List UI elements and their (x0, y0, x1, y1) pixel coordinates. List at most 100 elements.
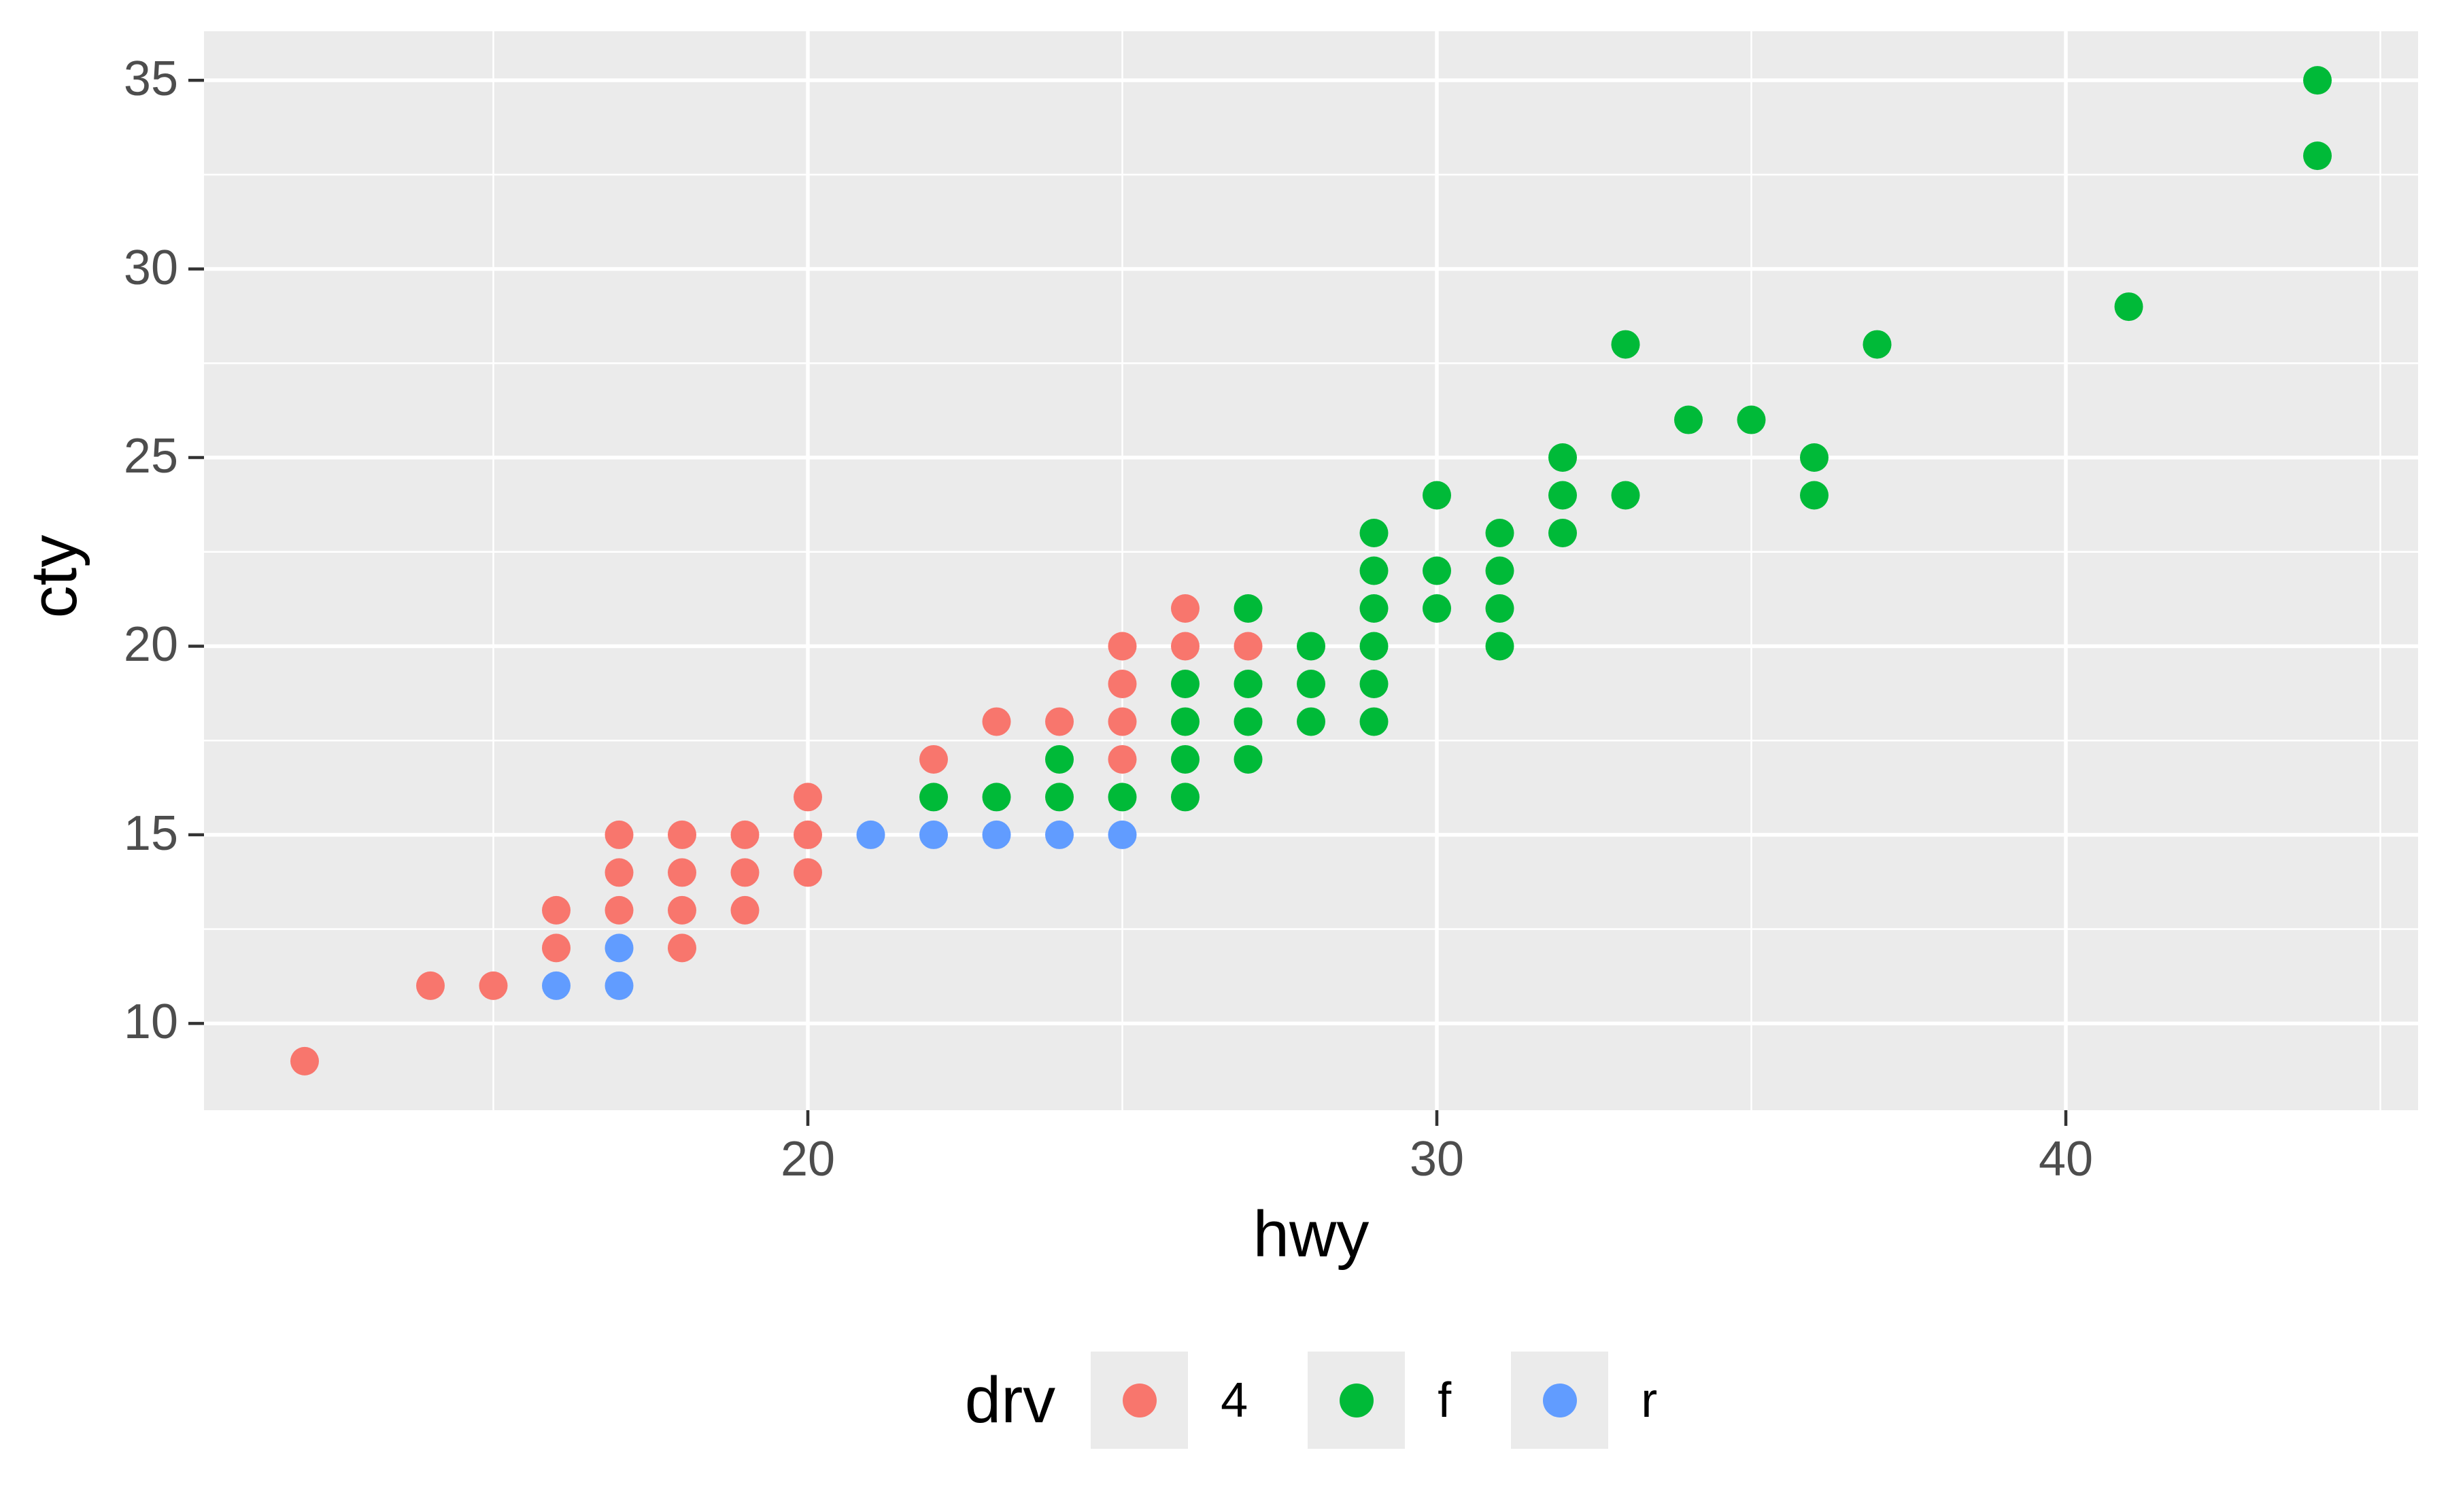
data-point-f (1485, 594, 1514, 623)
data-point-f (1548, 443, 1577, 472)
data-point-4 (542, 933, 571, 963)
legend-label-r: r (1641, 1373, 1658, 1428)
data-point-4 (290, 1046, 319, 1076)
data-point-f (1548, 519, 1577, 548)
y-tick-label: 25 (123, 428, 178, 483)
data-point-f (1800, 481, 1829, 510)
data-point-4 (605, 820, 634, 849)
data-point-f (1485, 556, 1514, 585)
data-point-4 (730, 820, 760, 849)
data-point-r (542, 971, 571, 1000)
data-point-r (982, 820, 1011, 849)
data-point-4 (794, 783, 822, 812)
data-point-r (1045, 820, 1074, 849)
data-point-4 (605, 858, 634, 887)
data-point-4 (1171, 632, 1200, 661)
x-axis-title: hwy (1253, 1198, 1370, 1271)
data-point-f (2303, 141, 2332, 171)
data-point-r (605, 971, 634, 1000)
data-point-4 (730, 858, 760, 887)
data-point-4 (1108, 707, 1137, 736)
data-point-f (1359, 707, 1389, 736)
data-point-f (1045, 783, 1074, 812)
data-point-f (1485, 519, 1514, 548)
data-point-4 (730, 895, 760, 925)
x-tick-label: 20 (780, 1132, 836, 1186)
data-point-f (1423, 556, 1451, 585)
data-point-f (1297, 707, 1325, 736)
data-point-f (1171, 744, 1200, 774)
data-point-f (1611, 481, 1640, 510)
data-point-4 (668, 933, 696, 963)
data-point-4 (1234, 632, 1263, 661)
data-point-4 (479, 971, 508, 1000)
data-point-4 (982, 707, 1011, 736)
plot-panel (204, 31, 2418, 1110)
legend-label-f: f (1438, 1373, 1452, 1428)
data-point-f (1423, 481, 1451, 510)
data-point-4 (1108, 632, 1137, 661)
y-axis-title: cty (18, 534, 90, 619)
data-point-f (1045, 744, 1074, 774)
x-tick-label: 40 (2038, 1132, 2094, 1186)
data-point-f (1674, 405, 1703, 434)
legend-key-dot-r (1542, 1383, 1577, 1418)
data-point-f (2303, 66, 2332, 95)
data-point-4 (1108, 744, 1137, 774)
legend: drv 4 f r (204, 1352, 2418, 1449)
data-point-f (2114, 292, 2143, 322)
data-point-4 (919, 744, 948, 774)
data-point-f (1234, 744, 1263, 774)
data-point-4 (1171, 594, 1200, 623)
data-point-4 (668, 820, 696, 849)
data-point-4 (794, 858, 822, 887)
y-tick-label: 35 (123, 51, 178, 106)
data-point-f (1359, 594, 1389, 623)
data-point-f (1234, 594, 1263, 623)
data-point-f (1108, 783, 1137, 812)
data-point-4 (416, 971, 445, 1000)
data-point-f (982, 783, 1011, 812)
data-point-f (1359, 519, 1389, 548)
data-point-f (919, 783, 948, 812)
data-point-f (1359, 669, 1389, 698)
data-point-f (1171, 669, 1200, 698)
legend-key-r (1511, 1352, 1609, 1449)
y-tick-label: 10 (123, 995, 178, 1050)
data-point-f (1423, 594, 1451, 623)
data-point-f (1234, 707, 1263, 736)
data-point-4 (1045, 707, 1074, 736)
data-point-r (919, 820, 948, 849)
y-tick-label: 30 (123, 240, 178, 295)
data-point-f (1611, 330, 1640, 359)
legend-key-dot-4 (1122, 1383, 1157, 1418)
data-point-f (1171, 707, 1200, 736)
data-point-r (605, 933, 634, 963)
data-point-f (1297, 669, 1325, 698)
legend-key-4 (1091, 1352, 1189, 1449)
y-tick-label: 20 (123, 617, 178, 672)
data-point-r (1108, 820, 1137, 849)
data-point-4 (542, 895, 571, 925)
data-point-r (856, 820, 885, 849)
data-point-f (1359, 556, 1389, 585)
data-point-4 (794, 820, 822, 849)
data-point-4 (605, 895, 634, 925)
data-point-f (1359, 632, 1389, 661)
data-point-f (1485, 632, 1514, 661)
data-point-f (1863, 330, 1892, 359)
data-point-f (1297, 632, 1325, 661)
data-point-f (1737, 405, 1766, 434)
data-point-4 (1108, 669, 1137, 698)
legend-label-4: 4 (1221, 1373, 1248, 1428)
data-point-f (1548, 481, 1577, 510)
data-point-4 (668, 858, 696, 887)
legend-title: drv (964, 1363, 1056, 1437)
data-point-f (1234, 669, 1263, 698)
x-tick-label: 30 (1409, 1132, 1465, 1186)
legend-key-dot-f (1339, 1383, 1374, 1418)
data-point-f (1800, 443, 1829, 472)
data-point-f (1171, 783, 1200, 812)
